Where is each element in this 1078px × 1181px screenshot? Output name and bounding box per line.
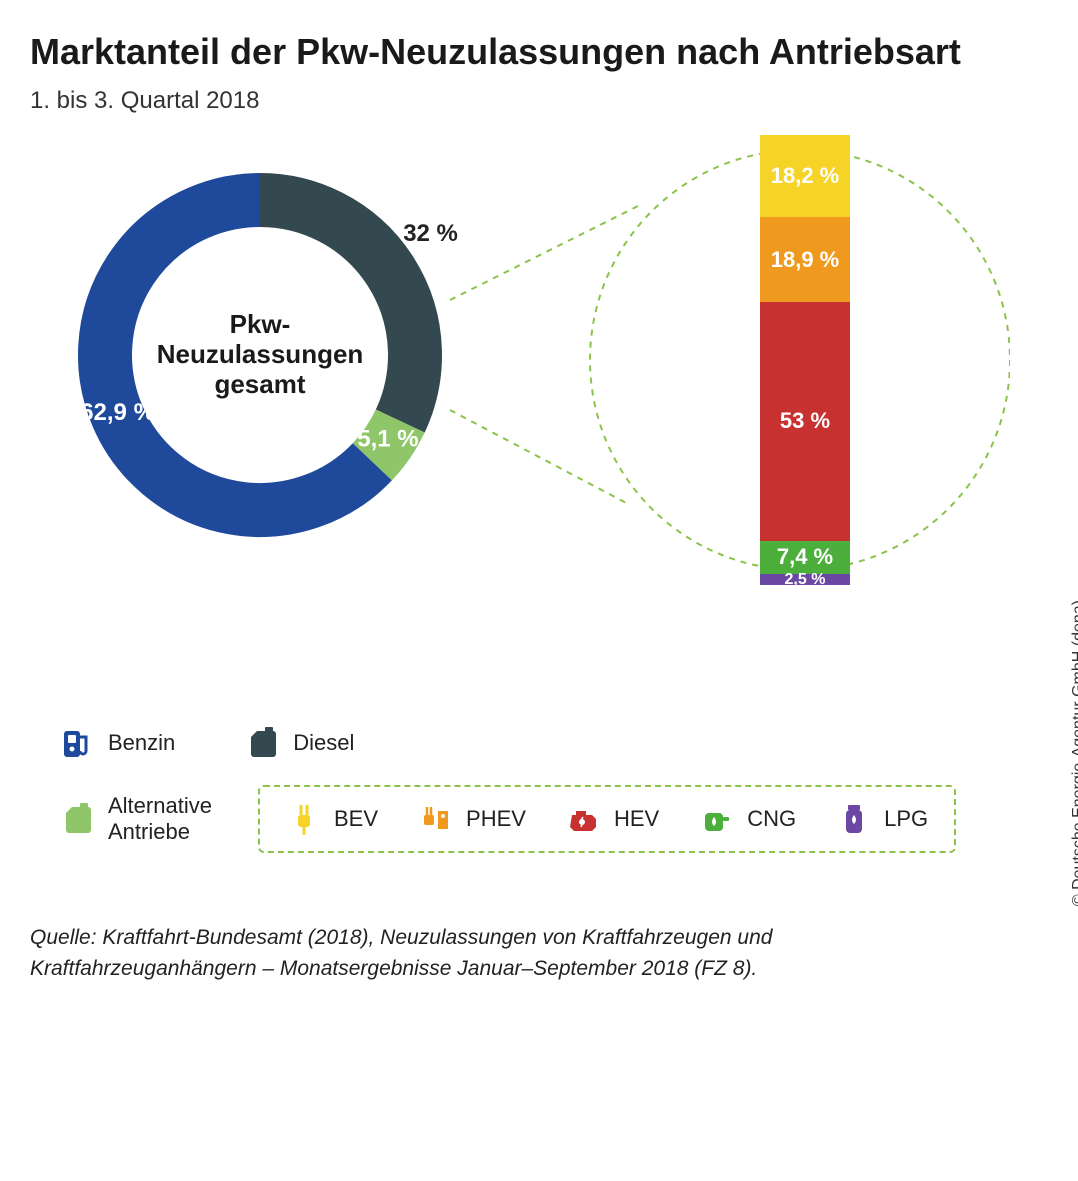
bar-segment-hev: 53 %	[760, 302, 850, 541]
svg-text:5,1 %: 5,1 %	[357, 426, 418, 453]
donut-chart: 32 % 5,1 % 62,9 % Pkw-Neuzulassungengesamt	[50, 145, 470, 565]
fuel-pump-icon	[60, 725, 96, 761]
svg-text:62,9 %: 62,9 %	[80, 399, 155, 426]
legend-alternative-row: AlternativeAntriebe BEV PHEV HEV CNG LPG	[30, 785, 1038, 853]
legend-diesel: Diesel	[245, 725, 354, 761]
flame-icon	[699, 801, 735, 837]
canister-icon	[60, 801, 96, 837]
legend-label: CNG	[747, 806, 796, 832]
engine-icon	[566, 801, 602, 837]
chart-subtitle: 1. bis 3. Quartal 2018	[30, 87, 1038, 115]
legend-lpg: LPG	[836, 801, 928, 837]
bar-segment-bev: 18,2 %	[760, 135, 850, 217]
legend-label: PHEV	[466, 806, 526, 832]
legend-label: AlternativeAntriebe	[108, 793, 228, 846]
source-footnote: Quelle: Kraftfahrt-Bundesamt (2018), Neu…	[30, 923, 970, 984]
drop-bottle-icon	[836, 801, 872, 837]
legend-benzin: Benzin	[60, 725, 175, 761]
legend-phev: PHEV	[418, 801, 526, 837]
legend-label: HEV	[614, 806, 659, 832]
legend-label: Benzin	[108, 730, 175, 756]
plug-icon	[286, 801, 322, 837]
donut-center-label: Pkw-Neuzulassungengesamt	[130, 310, 390, 400]
legend-alternative: AlternativeAntriebe	[60, 793, 228, 846]
legend-primary: Benzin Diesel	[30, 725, 1038, 761]
bar-segment-phev: 18,9 %	[760, 217, 850, 302]
svg-text:32 %: 32 %	[403, 220, 458, 247]
legend-label: BEV	[334, 806, 378, 832]
chart-area: 32 % 5,1 % 62,9 % Pkw-Neuzulassungengesamt…	[30, 145, 1030, 705]
plug-fuel-icon	[418, 801, 454, 837]
bar-segment-lpg: 2,5 %	[760, 574, 850, 585]
legend-cng: CNG	[699, 801, 796, 837]
legend-label: Diesel	[293, 730, 354, 756]
bar-segment-cng: 7,4 %	[760, 541, 850, 574]
legend-hev: HEV	[566, 801, 659, 837]
chart-title: Marktanteil der Pkw-Neuzulassungen nach …	[30, 30, 1038, 73]
legend-label: LPG	[884, 806, 928, 832]
stacked-bar: 18,2 %18,9 %53 %7,4 %2,5 %	[760, 135, 850, 585]
zoom-detail: 18,2 %18,9 %53 %7,4 %2,5 %	[570, 115, 1010, 635]
canister-icon	[245, 725, 281, 761]
legend-bev: BEV	[286, 801, 378, 837]
copyright-label: © Deutsche Energie-Agentur GmbH (dena)	[1070, 600, 1078, 906]
alternative-details-box: BEV PHEV HEV CNG LPG	[258, 785, 956, 853]
